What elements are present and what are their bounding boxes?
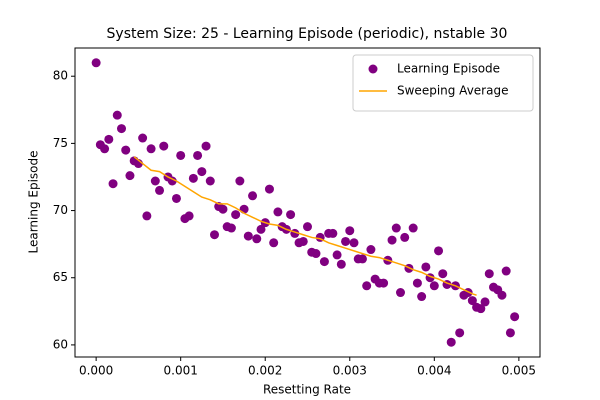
scatter-point xyxy=(429,281,439,291)
scatter-point xyxy=(176,150,186,160)
scatter-point xyxy=(510,312,520,322)
scatter-point xyxy=(357,254,367,264)
scatter-point xyxy=(218,204,228,214)
scatter-point xyxy=(396,288,405,298)
scatter-point xyxy=(256,224,266,234)
scatter-point xyxy=(142,211,152,221)
scatter-point xyxy=(501,266,511,276)
scatter-point xyxy=(400,232,410,242)
scatter-point xyxy=(231,210,241,220)
y-tick-label: 65 xyxy=(53,270,68,284)
scatter-point xyxy=(184,211,194,221)
x-tick-label: 0.000 xyxy=(79,364,113,378)
scatter-point xyxy=(197,167,207,177)
scatter-point xyxy=(226,223,236,233)
scatter-point xyxy=(188,173,198,183)
scatter-point xyxy=(108,179,118,189)
scatter-point xyxy=(243,231,253,241)
scatter-point xyxy=(252,234,262,244)
y-axis-label: Learning Episode xyxy=(27,150,41,253)
scatter-point xyxy=(201,141,211,151)
scatter-point xyxy=(146,144,156,154)
scatter-point xyxy=(171,193,181,203)
y-tick-label: 80 xyxy=(53,69,68,83)
y-tick-label: 75 xyxy=(53,136,68,150)
scatter-point xyxy=(311,249,321,259)
scatter-point xyxy=(421,262,431,272)
x-tick-label: 0.001 xyxy=(164,364,198,378)
scatter-point xyxy=(408,223,418,233)
scatter-point xyxy=(412,278,422,288)
scatter-point xyxy=(193,150,203,160)
legend-label: Sweeping Average xyxy=(397,84,508,98)
scatter-point xyxy=(434,246,444,256)
scatter-point xyxy=(248,191,258,201)
scatter-point xyxy=(269,238,279,248)
scatter-point xyxy=(379,278,389,288)
plot-frame xyxy=(74,47,541,358)
scatter-point xyxy=(366,245,376,255)
legend-marker xyxy=(368,64,378,74)
scatter-point xyxy=(150,176,160,186)
scatter-point xyxy=(264,184,274,194)
scatter-point xyxy=(349,238,359,248)
scatter-point xyxy=(155,185,165,195)
scatter-point xyxy=(438,269,448,279)
x-tick-label: 0.003 xyxy=(333,364,367,378)
x-tick-label: 0.004 xyxy=(417,364,451,378)
scatter-point xyxy=(91,58,101,68)
scatter-point xyxy=(328,228,338,238)
scatter-point xyxy=(362,281,372,291)
legend-box xyxy=(352,54,534,112)
x-axis-label: Resetting Rate xyxy=(263,383,351,397)
scatter-point xyxy=(167,176,177,186)
scatter-point xyxy=(235,176,245,186)
scatter-point xyxy=(417,292,427,302)
scatter-point xyxy=(298,236,308,246)
scatter-point xyxy=(273,207,283,217)
scatter-point xyxy=(104,134,114,144)
x-tick-label: 0.005 xyxy=(502,364,536,378)
scatter-point xyxy=(125,171,135,181)
scatter-point xyxy=(476,304,486,314)
y-tick-label: 70 xyxy=(53,203,68,217)
x-tick-label: 0.002 xyxy=(248,364,282,378)
scatter-point xyxy=(345,226,355,236)
scatter-point xyxy=(319,257,329,267)
scatter-point xyxy=(112,110,122,120)
scatter-point xyxy=(205,176,215,186)
scatter-point xyxy=(332,250,342,260)
scatter-point xyxy=(159,141,169,151)
scatter-point xyxy=(138,133,148,143)
scatter-point xyxy=(121,145,131,155)
scatter-point xyxy=(480,297,490,307)
scatter-point xyxy=(505,328,515,338)
scatter-point xyxy=(100,144,110,154)
scatter-point xyxy=(497,290,507,300)
average-line xyxy=(133,156,477,296)
chart-title: System Size: 25 - Learning Episode (peri… xyxy=(107,26,508,42)
scatter-point xyxy=(467,296,477,306)
y-tick-label: 60 xyxy=(53,337,68,351)
scatter-point xyxy=(336,259,346,269)
scatter-point xyxy=(391,223,401,233)
scatter-point xyxy=(455,328,465,338)
scatter-point xyxy=(210,230,219,240)
scatter-point xyxy=(387,235,397,245)
scatter-point xyxy=(484,269,494,279)
scatter-point xyxy=(446,337,456,347)
scatter-point xyxy=(341,236,351,246)
scatter-point xyxy=(303,222,312,232)
scatter-point xyxy=(286,210,296,220)
legend-label: Learning Episode xyxy=(397,62,500,76)
scatter-point xyxy=(117,124,126,134)
